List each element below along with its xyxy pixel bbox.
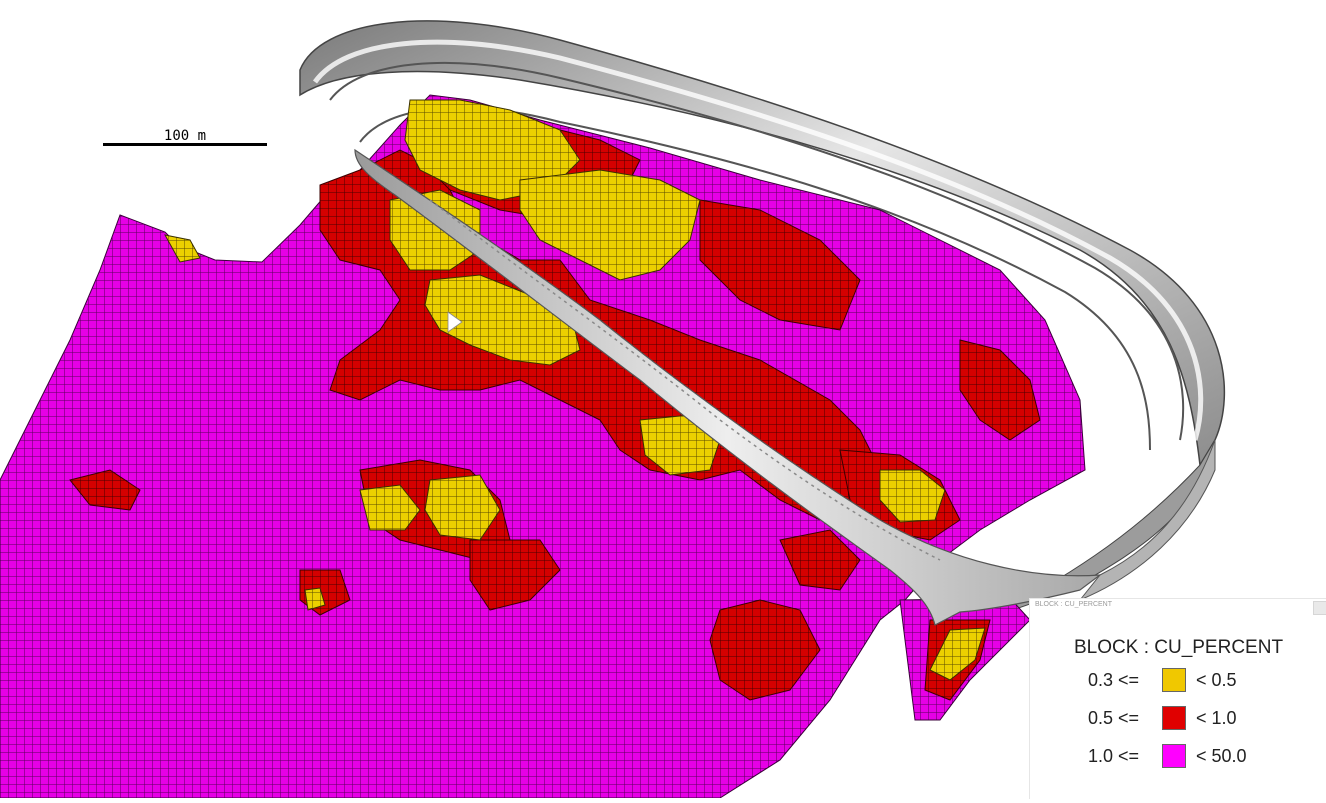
scale-bar: 100 m [103,128,267,150]
legend-item-upper: < 0.5 [1196,669,1237,690]
legend-item-lower: 0.5 <= [1088,707,1140,728]
mouse-cursor-icon [447,311,463,333]
legend-window-caption: BLOCK : CU_PERCENT [1035,601,1113,608]
legend-swatch [1162,668,1186,692]
scale-bar-label: 100 m [163,128,207,144]
legend-item: 0.5 <= < 1.0 [1088,705,1237,731]
legend-item-upper: < 50.0 [1196,745,1247,766]
legend-item-lower: 0.3 <= [1088,669,1140,690]
legend-item: 1.0 <= < 50.0 [1088,743,1247,769]
block-model [0,94,1086,799]
legend-item: 0.3 <= < 0.5 [1088,667,1237,693]
scale-bar-line [103,143,267,146]
legend-title: BLOCK : CU_PERCENT [1074,637,1284,658]
legend-swatch [1162,706,1186,730]
legend-item-lower: 1.0 <= [1088,745,1140,766]
pit-ramp [354,148,1216,626]
legend-swatch [1162,744,1186,768]
legend-item-upper: < 1.0 [1196,707,1237,728]
legend-panel[interactable]: BLOCK : CU_PERCENT BLOCK : CU_PERCENT 0.… [1029,598,1326,799]
legend-close-icon[interactable] [1313,601,1326,615]
